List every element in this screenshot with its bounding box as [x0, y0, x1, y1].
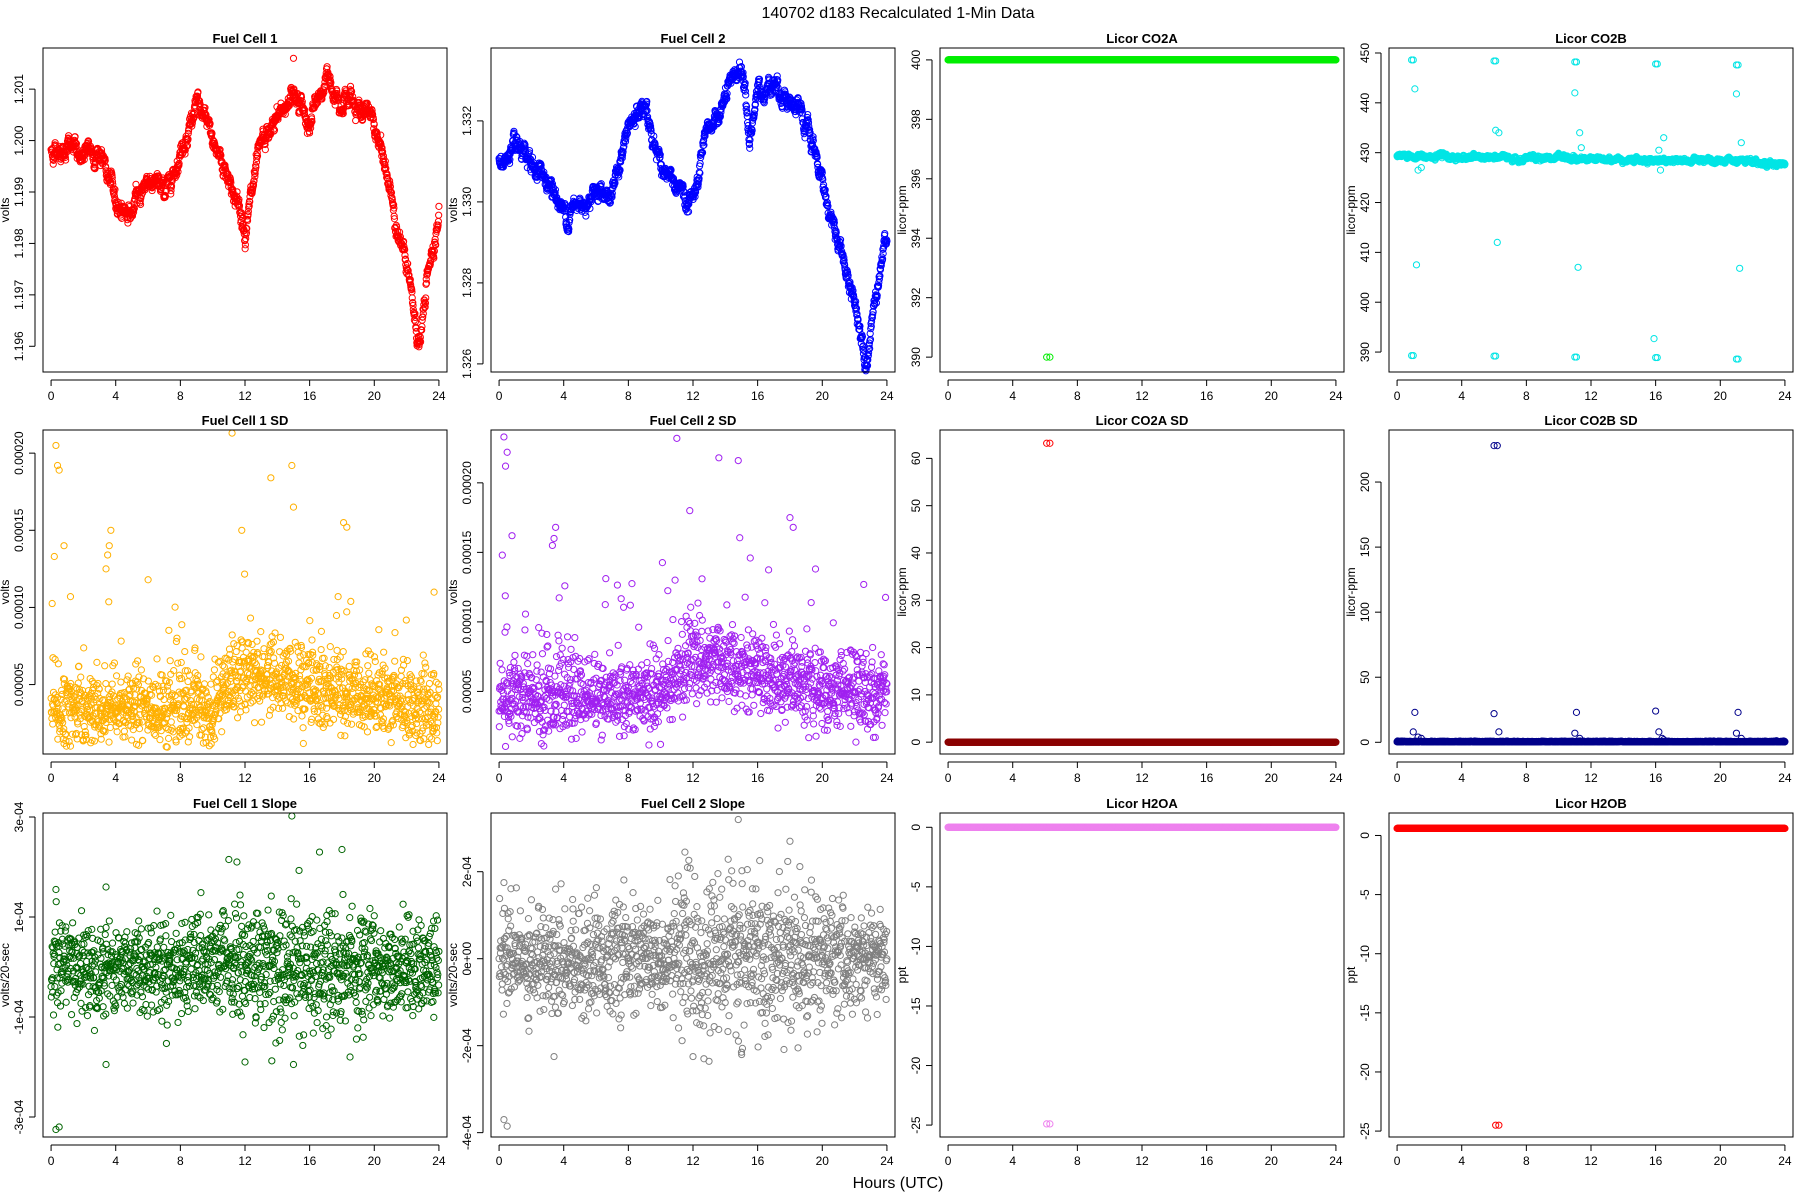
data-point [436, 212, 442, 218]
data-points [1394, 57, 1788, 362]
panels: Fuel Cell 10 4 8 12 16 20 241.1961.1971.1981.1… [0, 31, 1793, 1168]
x-tick-label: 16 [1200, 389, 1214, 403]
y-tick-label: 396 [909, 168, 923, 188]
x-tick-label: 0 [496, 389, 503, 403]
panel-title: Licor CO2A [1106, 31, 1178, 46]
y-tick-label: 1.201 [12, 74, 26, 104]
x-tick-label: 8 [625, 389, 632, 403]
data-points [945, 57, 1339, 360]
x-tick-label: 24 [880, 389, 894, 403]
y-tick-label: 400 [909, 50, 923, 70]
x-tick-label: 12 [238, 389, 252, 403]
x-axis: 0 4 8 12 16 20 24 [48, 380, 446, 403]
x-tick-label: 4 [1009, 389, 1016, 403]
x-tick-label: 12 [686, 389, 700, 403]
x-tick-label: 20 [368, 389, 382, 403]
x-tick-label: 24 [432, 389, 446, 403]
x-tick-label: 4 [560, 389, 567, 403]
panel-1: Fuel Cell 10 4 8 12 16 20 241.1961.1971.1981.1… [0, 31, 447, 403]
x-tick-label: 12 [1135, 389, 1149, 403]
data-point [353, 117, 359, 123]
data-point [242, 242, 248, 248]
y-tick-label: 1.328 [460, 268, 474, 298]
y-tick-label: 1.332 [460, 106, 474, 136]
figure-title: 140702 d183 Recalculated 1-Min Data [761, 5, 1034, 22]
y-tick-label: 1.197 [12, 280, 26, 310]
x-tick-label: 0 [945, 389, 952, 403]
y-tick-label: 390 [909, 347, 923, 367]
panel-title: Fuel Cell 2 [660, 31, 725, 46]
x-tick-label: 8 [1074, 389, 1081, 403]
y-tick-label: 1.330 [460, 187, 474, 217]
data-points [496, 59, 890, 374]
y-axis: 1.326 1.328 1.330 1.332 volts [446, 106, 483, 379]
data-point [436, 203, 442, 209]
data-point [290, 55, 296, 61]
x-tick-label: 16 [303, 389, 317, 403]
plot-frame [940, 48, 1344, 372]
plot-frame [491, 48, 895, 372]
y-tick-label: 1.200 [12, 125, 26, 155]
panel-3: Licor CO2A 0 4 8 12 16 20 24 390 392 394 396 398 400 l… [895, 31, 1344, 403]
x-tick-label: 8 [177, 389, 184, 403]
x-tick-label: 20 [1265, 389, 1279, 403]
panel-title: Fuel Cell 1 [212, 31, 277, 46]
y-axis: 1.196 1.197 1.198 1.199 1.200 1.201 volts [0, 74, 35, 361]
x-tick-label: 0 [48, 389, 55, 403]
data-points [48, 55, 442, 350]
panel-2: Fuel Cell 20 4 8 12 16 20 241.3261.3281.3301.3… [446, 31, 895, 403]
y-axis: 390 392 394 396 398 400 licor-ppm [895, 50, 932, 368]
y-tick-label: 1.199 [12, 177, 26, 207]
x-tick-label: 4 [112, 389, 119, 403]
panel-4: Licor CO2B0 4 8 12 16 20 243904004104204304404… [1344, 31, 1793, 403]
x-axis: 0 4 8 12 16 20 24 [945, 380, 1343, 403]
y-axis-label: volts [446, 198, 460, 223]
x-tick-label: 16 [751, 389, 765, 403]
data-point [583, 213, 589, 219]
x-axis: 0 4 8 12 16 20 24 [496, 380, 894, 403]
panel-title: Licor CO2B [1555, 31, 1627, 46]
y-tick-label: 398 [909, 109, 923, 129]
plot-frame [43, 48, 447, 372]
y-tick-label: 1.198 [12, 228, 26, 258]
y-tick-label: 1.326 [460, 349, 474, 379]
x-tick-label: 24 [1329, 389, 1343, 403]
y-tick-label: 394 [909, 228, 923, 248]
y-axis-label: volts [0, 198, 12, 223]
y-tick-label: 392 [909, 287, 923, 307]
y-tick-label: 1.196 [12, 331, 26, 361]
y-axis-label: licor-ppm [895, 185, 909, 234]
x-tick-label: 20 [816, 389, 830, 403]
